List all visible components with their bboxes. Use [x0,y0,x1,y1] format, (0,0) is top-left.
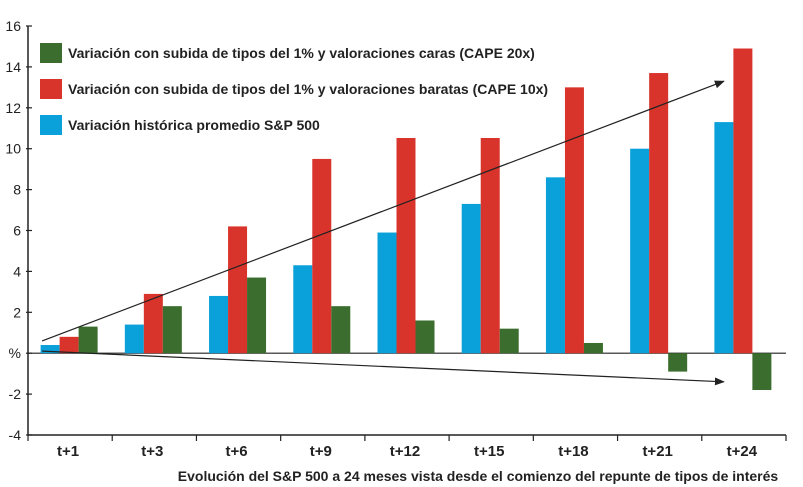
x-tick-label: t+1 [57,443,79,460]
bar [209,295,229,354]
bar [247,277,267,354]
bar [630,148,650,354]
y-tick-label: % [9,345,21,361]
bar [59,336,79,354]
bar [461,203,481,354]
bar [752,353,772,391]
legend-label: Variación histórica promedio S&P 500 [68,117,320,133]
legend-label: Variación con subida de tipos del 1% y v… [68,81,548,97]
y-tick-label: 8 [13,182,21,198]
bar [40,345,60,354]
y-tick-label: 2 [13,304,21,320]
legend-swatch [40,79,62,99]
y-tick-label: 14 [5,59,21,75]
bar [415,320,435,354]
bar [331,306,351,354]
trend-arrows [41,80,725,386]
x-tick-label: t+3 [141,443,163,460]
bar [499,328,519,354]
x-axis-title: Evolución del S&P 500 a 24 meses vista d… [178,468,779,484]
bar [649,73,669,354]
x-tick-label: t+9 [310,443,332,460]
y-tick-label: -4 [9,427,22,443]
bar [733,48,753,354]
y-tick-label: 4 [13,263,21,279]
x-tick-label: t+12 [390,443,420,460]
legend-label: Variación con subida de tipos del 1% y v… [68,45,535,61]
bar [480,105,500,354]
bar [714,122,734,354]
trend-arrow [41,80,725,342]
x-tick-label: t+18 [558,443,588,460]
y-tick-label: 6 [13,223,21,239]
axes: 16 14 12 10 8 6 4 2% -2 -4 t+1 t+3 t+6 t+9 t+12 t+15 t+1… [5,18,787,460]
legend-background [36,38,551,138]
bar [583,342,603,354]
bars [40,48,772,391]
legend: Variación con subida de tipos del 1% y v… [36,38,551,138]
bar [396,128,416,354]
legend-swatch [40,43,62,63]
bar [377,232,397,354]
bar [564,87,584,354]
bar [312,158,332,354]
trend-arrow [42,350,725,386]
bar [293,265,313,354]
x-tick-label: t+24 [727,443,758,460]
x-tick-label: t+15 [474,443,504,460]
y-tick-label: -2 [9,386,22,402]
x-tick-label: t+6 [226,443,248,460]
bar [78,326,98,354]
legend-swatch [40,115,62,135]
y-tick-label: 16 [5,18,21,34]
x-tick-label: t+21 [642,443,672,460]
bar [228,226,248,354]
bar [124,324,144,354]
bar [668,353,688,372]
bar [162,306,182,354]
bar [545,177,565,354]
y-tick-label: 12 [5,100,21,116]
y-tick-label: 10 [5,141,21,157]
bar [143,293,163,354]
